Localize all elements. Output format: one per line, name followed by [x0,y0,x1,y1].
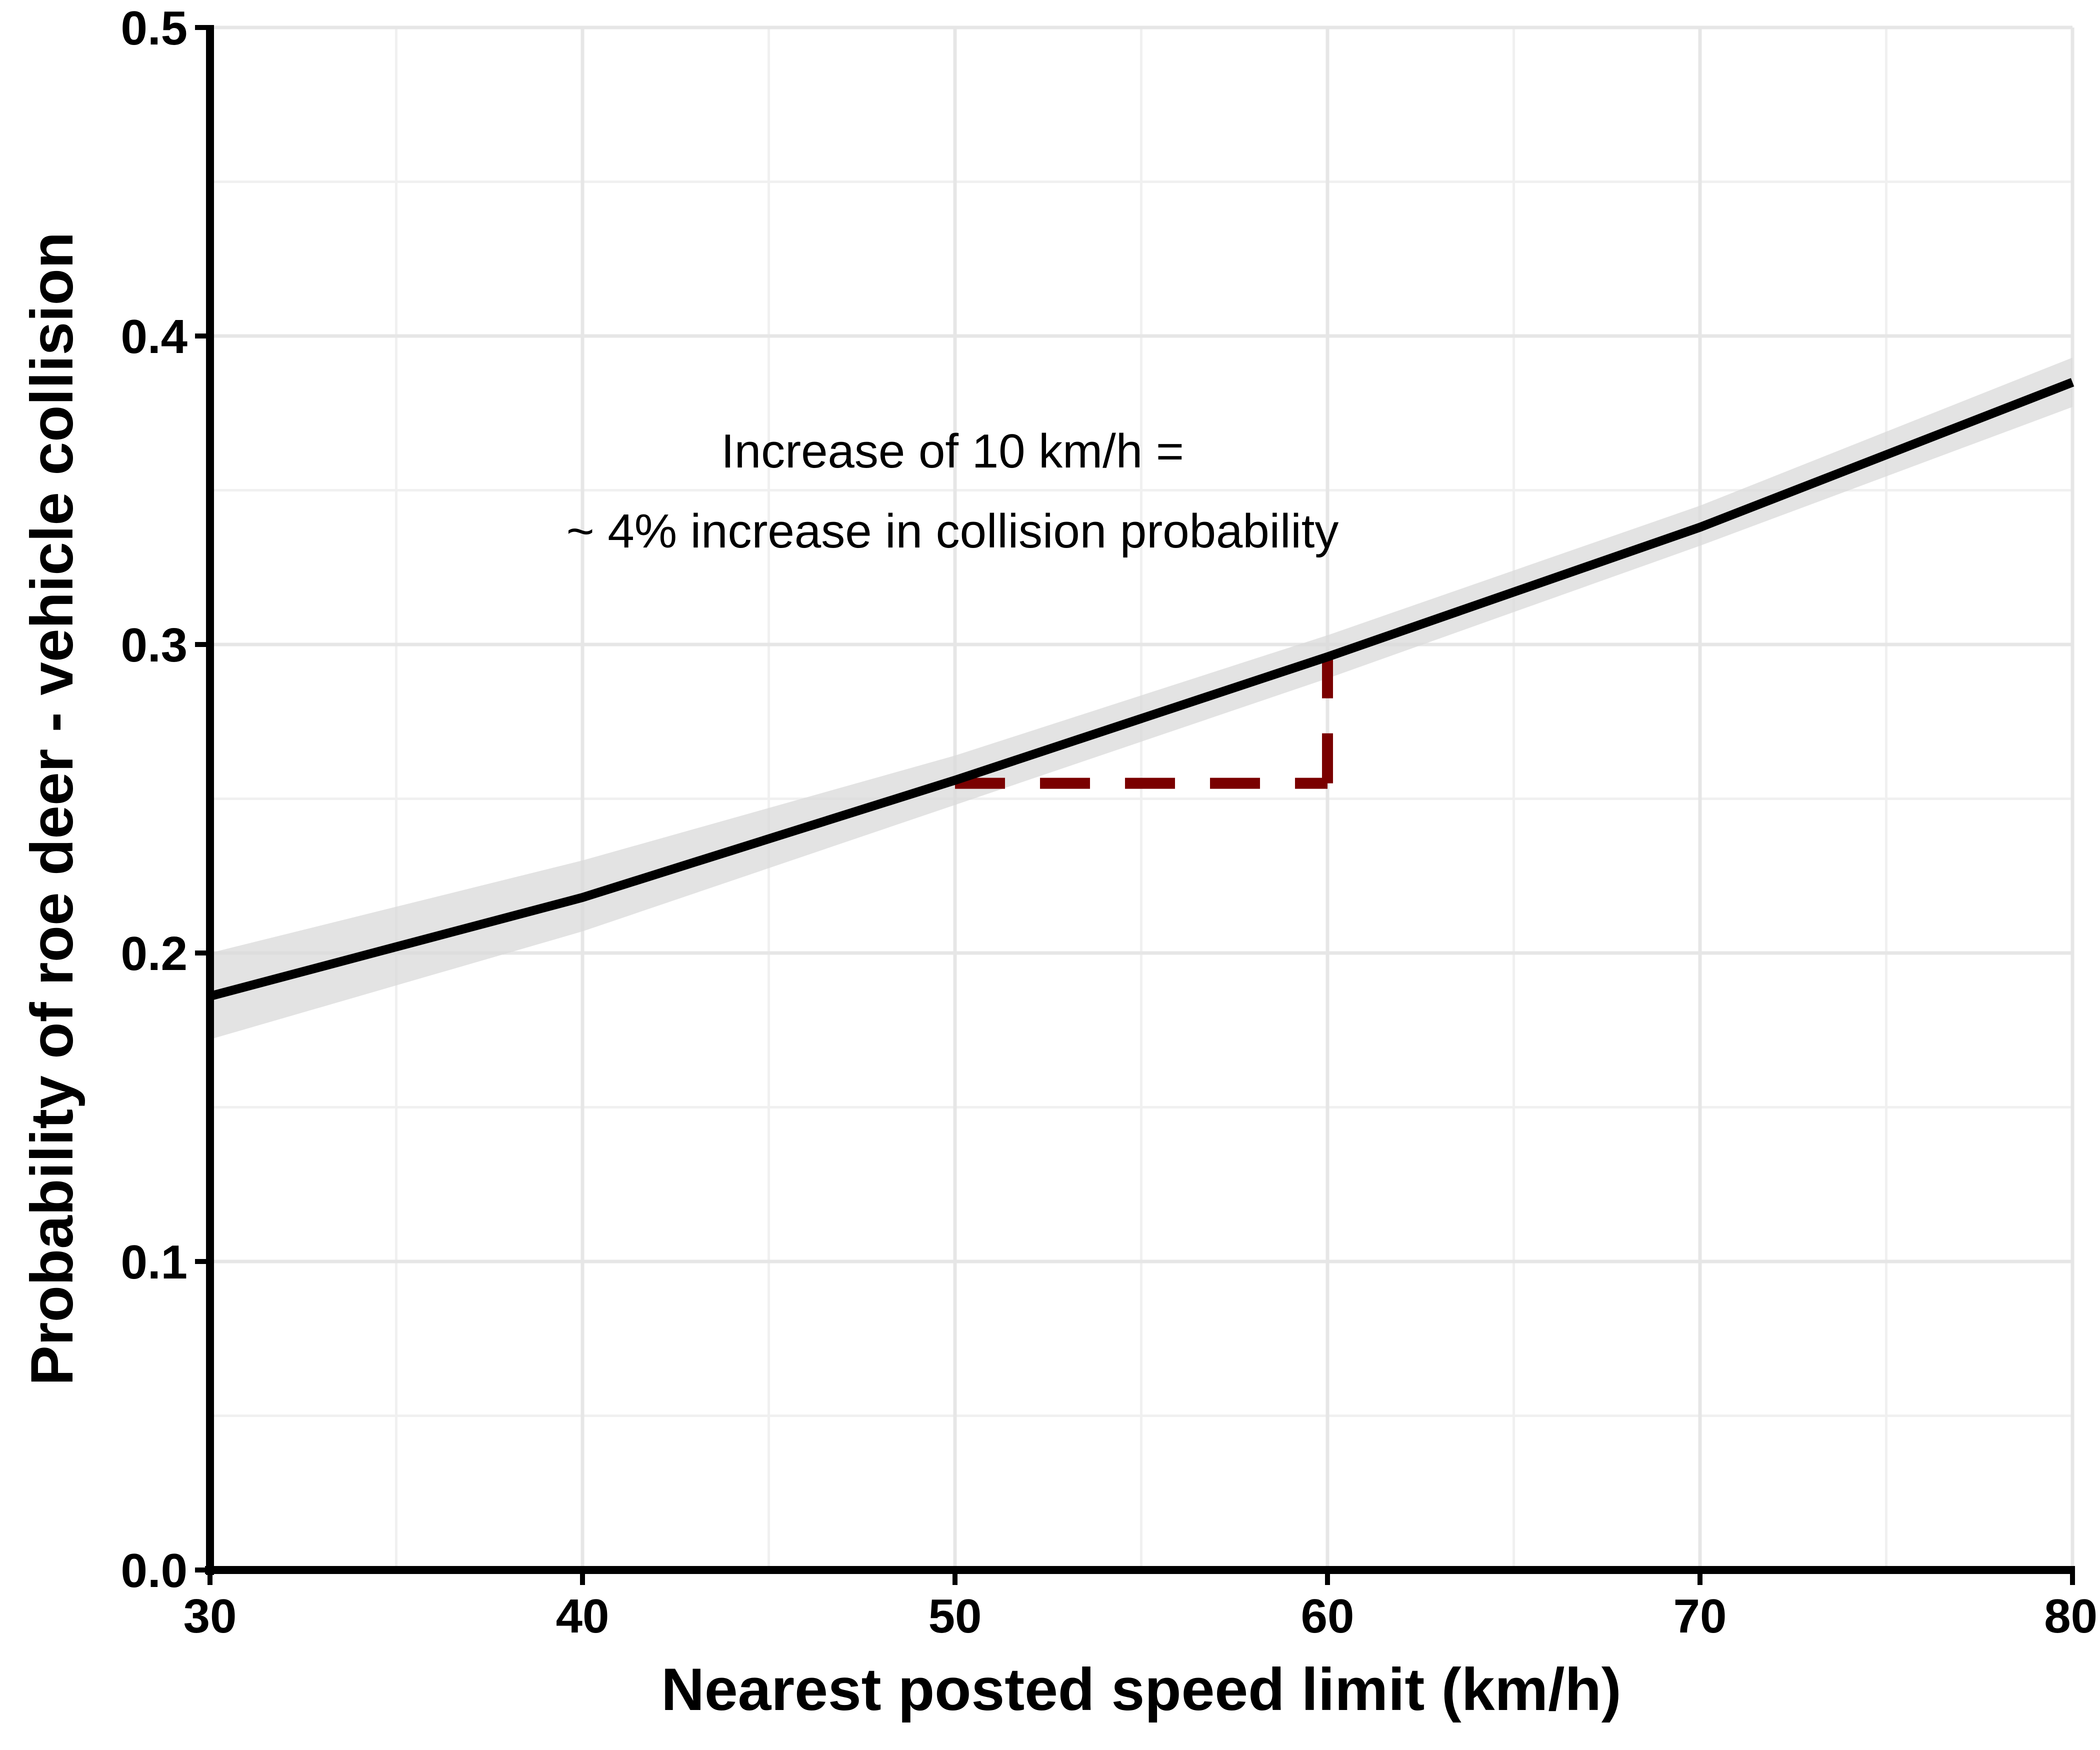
x-tick-label: 40 [556,1590,610,1643]
annotation-line: Increase of 10 km/h = [721,424,1184,478]
y-axis-ticks: 0.0 0.1 0.2 0.3 0.4 0.5 [121,2,210,1598]
x-tick-label: 50 [928,1590,982,1643]
annotation-layer: Increase of 10 km/h = ~ 4% increase in co… [566,424,1339,558]
series-line-layer [208,378,2074,1001]
x-tick-label: 30 [184,1590,237,1643]
reference-segments-layer [955,656,1333,789]
y-tick-label: 0.4 [121,310,188,364]
y-tick-label: 0.3 [121,618,188,672]
x-tick-label: 70 [1674,1590,1727,1643]
y-tick-label: 0.5 [121,2,188,55]
grid-minor [210,28,2072,1570]
y-axis-title: Probability of roe deer - vehicle collis… [18,232,86,1386]
y-tick-label: 0.1 [121,1236,188,1289]
x-axis-ticks: 30 40 50 60 70 80 [184,1570,2098,1643]
series-line [208,378,2074,1001]
x-tick-label: 80 [2044,1590,2098,1643]
x-axis-title: Nearest posted speed limit (km/h) [661,1656,1621,1723]
annotation-line: ~ 4% increase in collision probability [566,504,1339,558]
x-tick-label: 60 [1301,1590,1354,1643]
annotation-text: Increase of 10 km/h = ~ 4% increase in co… [566,424,1339,558]
axes-layer [205,25,2075,1575]
y-tick-label: 0.2 [121,927,188,980]
y-tick-label: 0.0 [121,1544,188,1598]
